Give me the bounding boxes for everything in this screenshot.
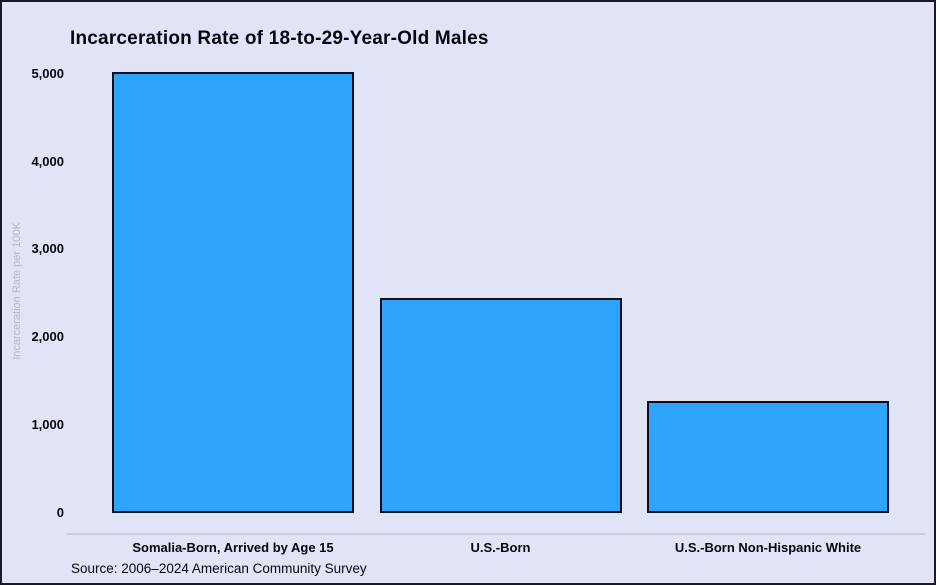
- bar-2: [379, 298, 622, 513]
- x-axis-line: [67, 533, 925, 535]
- category-label: U.S.-Born Non-Hispanic White: [674, 540, 862, 555]
- y-tick-label: 1,000: [31, 416, 64, 432]
- y-tick-label: 5,000: [31, 66, 64, 81]
- y-tick-label: 2,000: [31, 329, 64, 345]
- y-tick-label: 3,000: [31, 241, 64, 257]
- y-axis-label: Incarceration Rate per 100K: [11, 222, 23, 360]
- y-tick-label: 4,000: [31, 153, 64, 169]
- bar-1: [112, 71, 354, 513]
- chart-title: Incarceration Rate of 18-to-29-Year-Old …: [70, 28, 489, 49]
- category-label: Somalia-Born, Arrived by Age 15: [132, 540, 334, 555]
- category-label: U.S.-Born: [470, 540, 531, 555]
- source-note: Source: 2006–2024 American Community Sur…: [71, 561, 367, 576]
- y-tick-label: 0: [56, 504, 64, 520]
- bar-3: [647, 400, 889, 513]
